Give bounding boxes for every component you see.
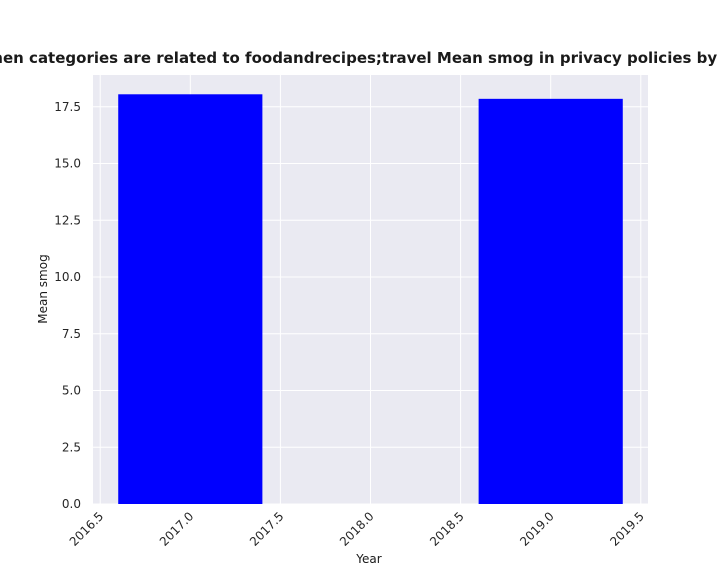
bars <box>118 94 623 505</box>
y-tick-label: 0.0 <box>62 497 81 511</box>
y-tick-label: 10.0 <box>54 270 81 284</box>
y-tick-label: 12.5 <box>54 213 81 227</box>
y-tick-label: 17.5 <box>54 100 81 114</box>
y-tick-label: 7.5 <box>62 327 81 341</box>
y-tick-labels: 0.0 2.5 5.0 7.5 10.0 12.5 15.0 17.5 <box>54 100 81 511</box>
y-axis-label: Mean smog <box>36 254 50 323</box>
x-tick-label: 2018.0 <box>337 509 377 549</box>
y-tick-label: 2.5 <box>62 440 81 454</box>
bar-2017 <box>118 94 263 505</box>
x-tick-label: 2019.0 <box>517 509 557 549</box>
chart-title: when categories are related to foodandre… <box>0 49 720 67</box>
x-tick-label: 2019.5 <box>607 509 647 549</box>
x-axis-label: Year <box>355 552 381 566</box>
y-tick-label: 5.0 <box>62 384 81 398</box>
x-tick-label: 2018.5 <box>427 509 467 549</box>
x-tick-label: 2017.5 <box>247 509 287 549</box>
x-tick-label: 2017.0 <box>157 509 197 549</box>
x-tick-label: 2016.5 <box>67 509 107 549</box>
x-tick-labels: 2016.5 2017.0 2017.5 2018.0 2018.5 2019.0 2019… <box>67 509 647 549</box>
y-tick-label: 15.0 <box>54 157 81 171</box>
bar-2019 <box>478 98 623 504</box>
